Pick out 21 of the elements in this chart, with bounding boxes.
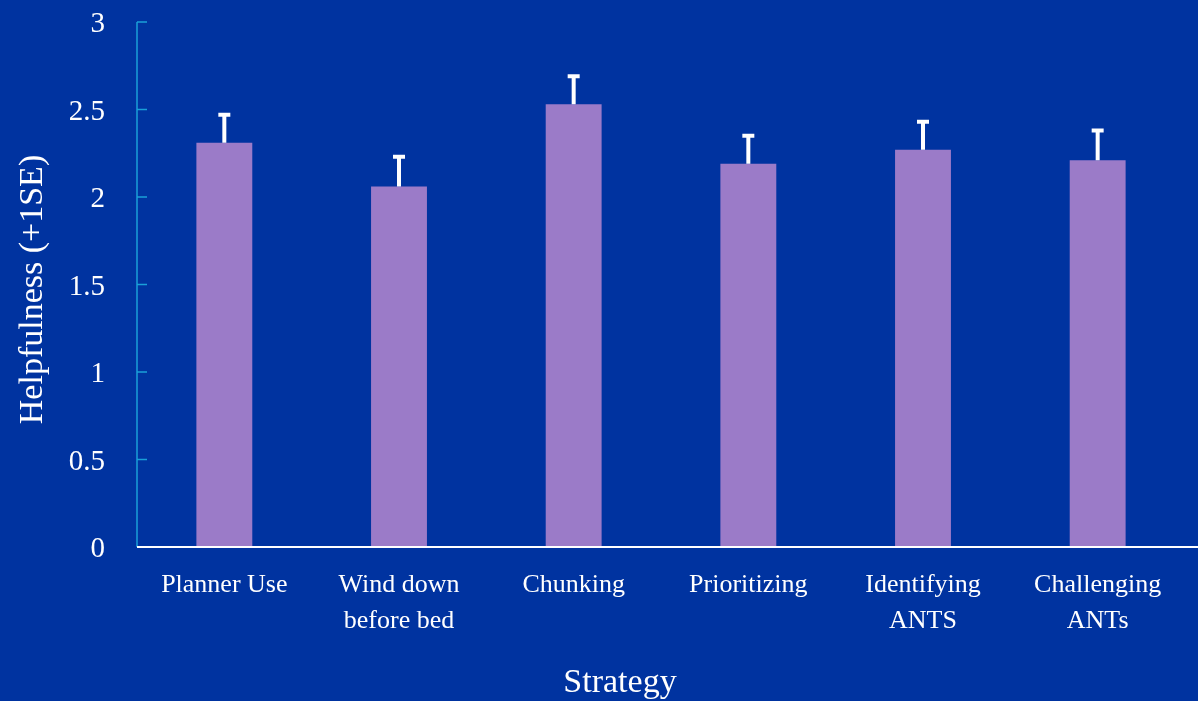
x-tick-label: Challenging ANTs [1034,569,1162,634]
x-tick-label: Identifying ANTS [865,569,981,634]
y-tick-label: 2 [90,181,105,214]
x-tick-label: Prioritizing [689,569,808,598]
y-tick-label: 3 [90,6,105,39]
y-tick-label: 1 [90,356,105,389]
y-tick-label: 0.5 [68,443,105,476]
y-axis-title: Helpfulness (+1SE) [12,154,50,425]
bar [371,186,427,547]
y-tick-label: 1.5 [68,268,105,301]
y-tick-label: 0 [90,531,105,564]
x-tick-label: Wind down before bed [338,569,460,634]
bar [1069,160,1126,547]
bar [720,163,777,547]
x-axis-title: Strategy [563,662,677,699]
bar [895,149,951,547]
y-tick-label: 2.5 [68,93,105,126]
bar [196,142,253,547]
x-tick-label: Planner Use [161,569,288,598]
bar [545,104,602,547]
x-tick-label: Chunking [522,569,625,598]
